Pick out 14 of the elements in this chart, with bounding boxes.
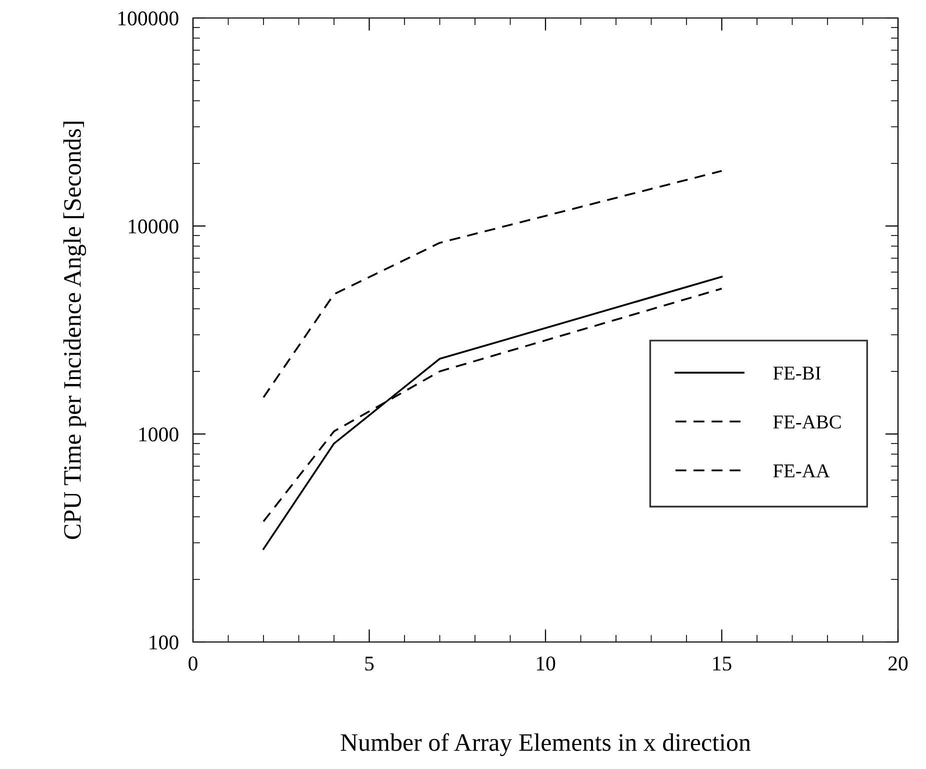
legend-label: FE-AA [773, 464, 830, 478]
x-tick-label: 0 [188, 656, 198, 671]
x-tick-label: 20 [888, 656, 908, 671]
x-tick-label: 10 [536, 656, 556, 671]
x-axis-title: Number of Array Elements in x direction [340, 733, 751, 756]
legend-label: FE-BI [773, 366, 821, 380]
y-tick-label: 100000 [118, 11, 178, 26]
legend-label: FE-ABC [773, 415, 841, 429]
y-axis-title: CPU Time per Incidence Angle [Seconds] [63, 122, 86, 540]
y-tick-label: 1000 [139, 427, 178, 442]
x-tick-label: 5 [365, 656, 374, 671]
y-tick-label: 10000 [128, 219, 178, 234]
y-tick-label: 100 [150, 635, 178, 650]
x-tick-label: 15 [713, 656, 732, 671]
